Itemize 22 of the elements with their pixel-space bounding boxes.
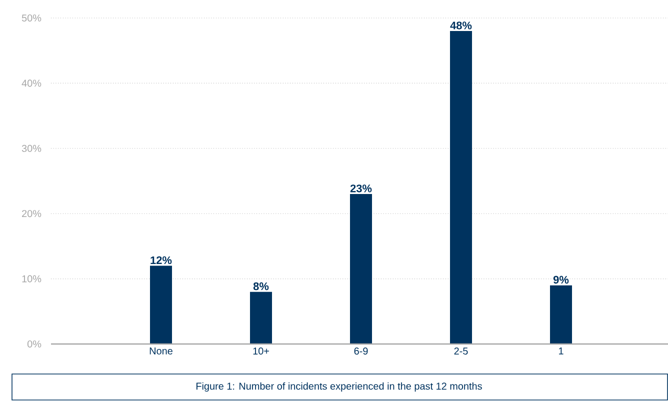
bar [450, 31, 472, 344]
caption: Figure 1: Number of incidents experienced in the past 12 months [196, 382, 482, 392]
y-tick-label: 30% [22, 144, 42, 152]
data-label: 12% [150, 256, 172, 264]
bar [250, 292, 272, 344]
data-label: 9% [553, 276, 569, 284]
data-label: 8% [253, 282, 269, 290]
y-tick-label: 10% [22, 275, 42, 282]
x-tick-label: 2-5 [454, 348, 468, 355]
x-tick-label: 1 [559, 348, 564, 354]
y-tick-label: 50% [22, 14, 42, 22]
x-tick-label: 6-9 [354, 348, 368, 355]
data-label: 48% [450, 22, 472, 30]
y-tick-label: 0% [27, 340, 42, 348]
y-tick-label: 40% [22, 80, 42, 87]
y-tick-label: 20% [22, 210, 42, 218]
x-tick-label: None [150, 348, 172, 354]
bar [350, 194, 372, 344]
bar [550, 285, 572, 344]
data-label: 23% [350, 184, 372, 192]
x-tick-label: 10+ [253, 348, 269, 355]
bar [150, 266, 172, 344]
